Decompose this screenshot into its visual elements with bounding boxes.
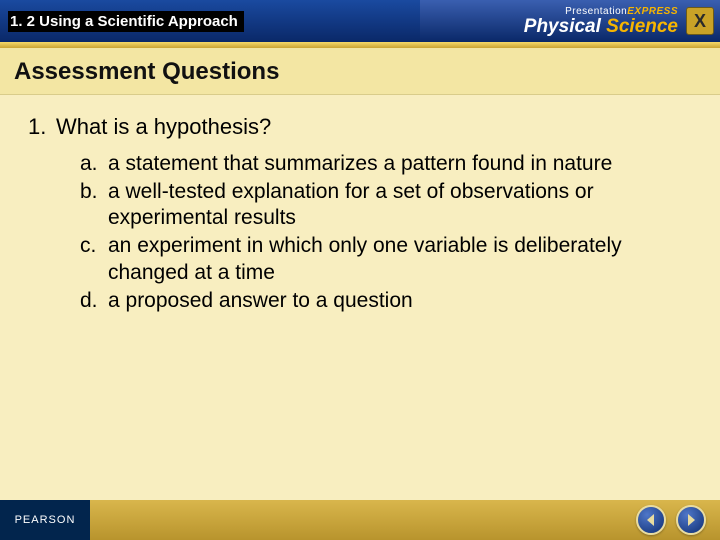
header-bar: 1. 2 Using a Scientific Approach Present… [0,0,720,42]
brand-box: PresentationEXPRESS Physical Science [524,7,678,36]
chevron-right-icon [685,513,697,527]
header-left: 1. 2 Using a Scientific Approach [0,0,420,42]
subheader: Assessment Questions [0,48,720,95]
publisher-label: PEARSON [15,514,76,526]
option-c: c. an experiment in which only one varia… [80,233,692,286]
option-a: a. a statement that summarizes a pattern… [80,151,692,177]
content-area: 1. What is a hypothesis? a. a statement … [0,95,720,314]
chevron-left-icon [645,513,657,527]
close-icon: X [694,11,706,32]
question-number: 1. [28,113,56,141]
footer-nav [90,500,720,540]
option-letter: d. [80,288,108,314]
footer-bar: PEARSON [0,500,720,540]
option-text: a statement that summarizes a pattern fo… [108,151,692,177]
question-row: 1. What is a hypothesis? [28,113,692,141]
options-list: a. a statement that summarizes a pattern… [80,151,692,315]
page-title: Assessment Questions [14,58,706,86]
option-letter: a. [80,151,108,177]
option-text: a well-tested explanation for a set of o… [108,179,692,232]
option-letter: b. [80,179,108,232]
footer-publisher-box: PEARSON [0,500,90,540]
question-text: What is a hypothesis? [56,113,692,141]
option-letter: c. [80,233,108,286]
brand-bottom-pre: Physical [524,16,606,37]
option-text: a proposed answer to a question [108,288,692,314]
brand-bottom: Physical Science [524,17,678,36]
option-text: an experiment in which only one variable… [108,233,692,286]
option-b: b. a well-tested explanation for a set o… [80,179,692,232]
section-label: 1. 2 Using a Scientific Approach [8,11,244,32]
brand-bottom-accent: Science [606,16,678,37]
option-d: d. a proposed answer to a question [80,288,692,314]
prev-button[interactable] [636,505,666,535]
close-button[interactable]: X [686,7,714,35]
header-right: PresentationEXPRESS Physical Science X [420,0,720,42]
next-button[interactable] [676,505,706,535]
